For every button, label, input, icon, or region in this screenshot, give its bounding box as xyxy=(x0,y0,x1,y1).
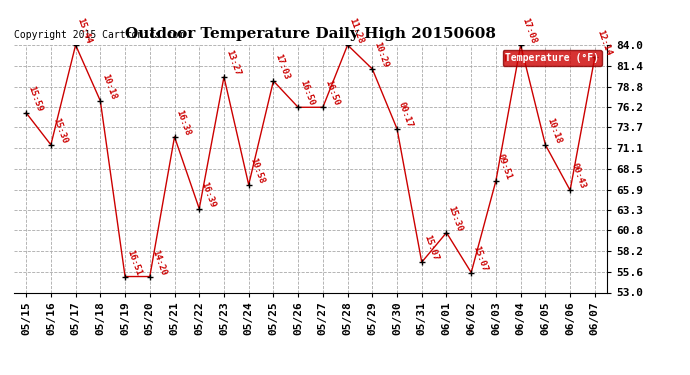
Text: 16:50: 16:50 xyxy=(298,79,316,107)
Text: 15:30: 15:30 xyxy=(446,204,464,232)
Text: 16:51: 16:51 xyxy=(125,248,143,276)
Text: 15:07: 15:07 xyxy=(422,234,440,262)
Text: 16:39: 16:39 xyxy=(199,180,217,209)
Text: Copyright 2015 Cartronics.com: Copyright 2015 Cartronics.com xyxy=(14,30,184,40)
Text: 10:18: 10:18 xyxy=(100,72,118,101)
Text: 09:51: 09:51 xyxy=(496,152,513,181)
Legend: Temperature (°F): Temperature (°F) xyxy=(502,50,602,66)
Text: 10:18: 10:18 xyxy=(545,117,563,145)
Text: 11:28: 11:28 xyxy=(348,16,365,45)
Text: 17:08: 17:08 xyxy=(521,16,538,45)
Text: 00:43: 00:43 xyxy=(570,162,588,190)
Text: 15:59: 15:59 xyxy=(26,84,43,113)
Text: 16:38: 16:38 xyxy=(175,108,192,137)
Text: 13:27: 13:27 xyxy=(224,49,241,77)
Title: Outdoor Temperature Daily High 20150608: Outdoor Temperature Daily High 20150608 xyxy=(125,27,496,41)
Text: 15:30: 15:30 xyxy=(51,117,68,145)
Text: 15:44: 15:44 xyxy=(76,16,93,45)
Text: 10:58: 10:58 xyxy=(248,156,266,185)
Text: 17:03: 17:03 xyxy=(273,53,291,81)
Text: 10:29: 10:29 xyxy=(373,40,390,69)
Text: 15:07: 15:07 xyxy=(471,244,489,273)
Text: 12:14: 12:14 xyxy=(595,28,613,57)
Text: 16:50: 16:50 xyxy=(323,79,340,107)
Text: 14:20: 14:20 xyxy=(150,248,168,276)
Text: 00:17: 00:17 xyxy=(397,100,415,129)
